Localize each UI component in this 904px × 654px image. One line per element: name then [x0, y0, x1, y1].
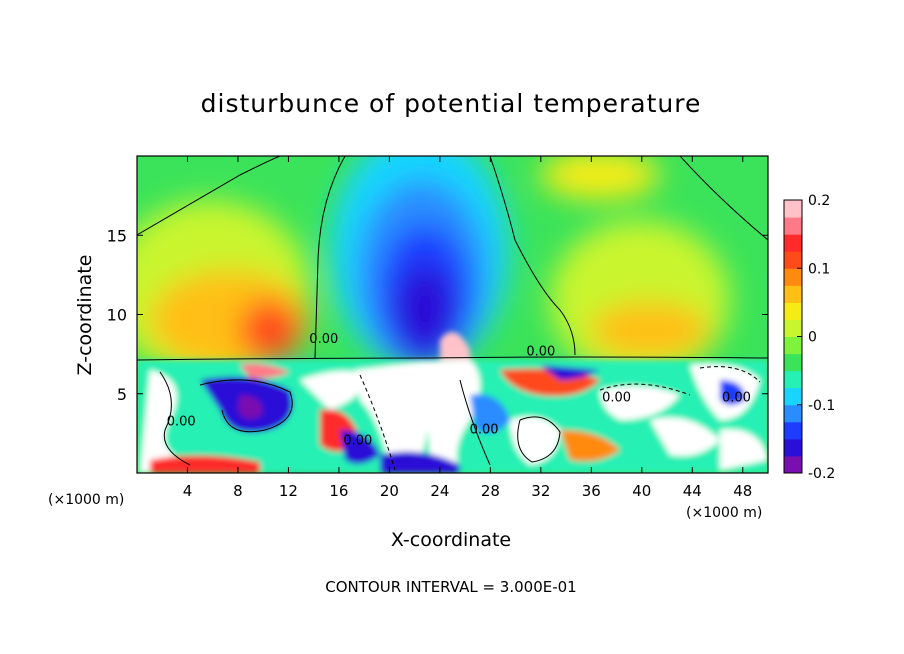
contour-label: 0.00	[602, 391, 631, 406]
colorbar-tick-label: -0.1	[808, 398, 835, 414]
contour-line	[159, 371, 191, 466]
colorbar-swatch	[784, 404, 802, 423]
contour-line	[199, 379, 293, 433]
x-tick-label: 40	[632, 482, 651, 500]
contour-line	[459, 379, 491, 466]
colorbar-tick-label: 0	[808, 330, 817, 346]
colorbar-swatch	[784, 336, 802, 355]
y-tick-label: 10	[107, 306, 127, 325]
contour-interval-footer: CONTOUR INTERVAL = 3.000E-01	[325, 578, 576, 596]
x-tick-label: 24	[430, 482, 449, 500]
contour-label: 0.00	[343, 433, 372, 448]
x-tick-label: 28	[481, 482, 500, 500]
colorbar-swatch	[784, 268, 802, 286]
contour-line	[517, 416, 561, 463]
chart-title: disturbunce of potential temperature	[201, 89, 702, 118]
heatmap-field: 0.00 0.00 0.00 0.00 0.00 0.00 0.00	[137, 156, 768, 473]
colorbar-swatch	[784, 370, 802, 389]
contour-label: 0.00	[526, 345, 555, 360]
colorbar-tick-label: 0.2	[808, 193, 830, 209]
x-tick-label: 16	[329, 482, 348, 500]
x-unit-left: (×1000 m)	[48, 492, 124, 508]
x-tick-label: 20	[380, 482, 399, 500]
colorbar-swatch	[784, 302, 802, 320]
colorbar-swatch	[784, 353, 802, 372]
contour-line	[489, 156, 576, 356]
contour-label: 0.00	[722, 391, 751, 406]
contour-label: 0.00	[470, 422, 499, 437]
contour-line	[679, 156, 768, 241]
colorbar-tick-label: 0.1	[808, 261, 830, 277]
x-tick-label: 4	[183, 482, 193, 500]
x-axis-label: X-coordinate	[391, 529, 511, 551]
colorbar-tick-label: -0.2	[808, 466, 835, 482]
contour-line	[137, 156, 281, 236]
x-tick-label: 32	[531, 482, 550, 500]
contour-line	[699, 366, 761, 383]
x-tick-label: 8	[233, 482, 243, 500]
y-axis: 5 10 15	[107, 226, 768, 404]
colorbar-swatch	[784, 217, 802, 235]
colorbar-swatch	[784, 438, 802, 457]
contour-line	[599, 383, 691, 396]
colorbar-swatch	[784, 234, 802, 252]
y-tick-label: 15	[107, 226, 127, 245]
x-unit-right: (×1000 m)	[686, 505, 762, 521]
x-axis: 4 8 12 16 20 24 28 32 36 40 44 48	[183, 156, 752, 500]
colorbar-swatch	[784, 200, 802, 218]
y-axis-label: Z-coordinate	[74, 255, 96, 376]
x-tick-label: 12	[279, 482, 298, 500]
colorbar-swatch	[784, 421, 802, 440]
contour-label: 0.00	[167, 414, 196, 429]
colorbar-swatch	[784, 387, 802, 406]
y-tick-label: 5	[117, 385, 127, 404]
x-tick-label: 48	[733, 482, 752, 500]
colorbar-swatch	[784, 319, 802, 337]
colorbar-swatch	[784, 455, 802, 474]
x-tick-label: 44	[683, 482, 702, 500]
x-tick-label: 36	[582, 482, 601, 500]
contour-line	[314, 156, 346, 359]
colorbar: 0.2 0.1 0 -0.1 -0.2	[783, 193, 835, 482]
contour-line	[137, 356, 768, 361]
colorbar-swatch	[784, 285, 802, 303]
contour-labels: 0.00 0.00 0.00 0.00 0.00 0.00 0.00	[167, 332, 751, 448]
colorbar-swatch	[784, 251, 802, 269]
contour-line	[359, 374, 396, 471]
contour-label: 0.00	[309, 332, 338, 347]
